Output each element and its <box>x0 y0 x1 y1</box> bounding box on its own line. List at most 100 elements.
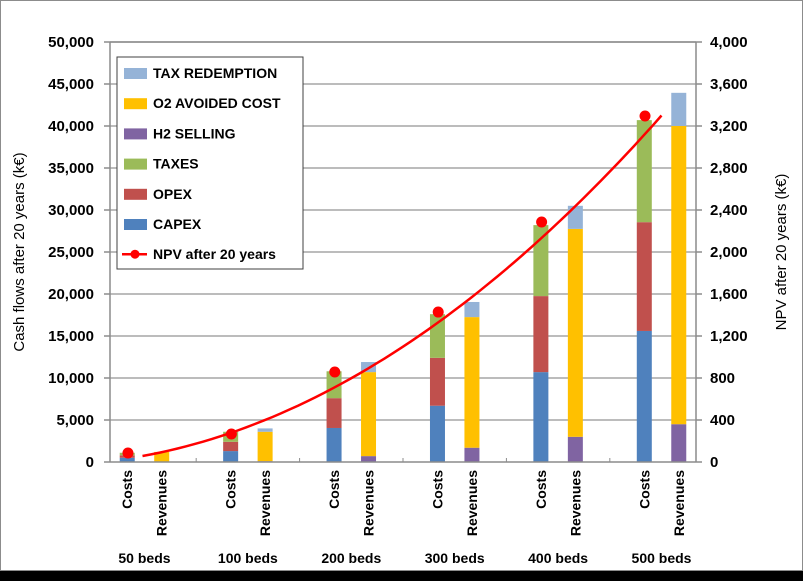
npv-point <box>536 216 548 228</box>
y2-tick-label: 0 <box>710 454 718 471</box>
bar-segment-opex <box>429 357 445 406</box>
legend-label: NPV after 20 years <box>153 246 276 262</box>
bar-segment-taxes <box>429 314 445 358</box>
legend-marker <box>130 249 140 259</box>
y-tick-label: 50,000 <box>48 34 94 51</box>
npv-line <box>122 110 663 459</box>
axes <box>104 41 702 463</box>
legend-label: TAXES <box>153 156 199 172</box>
y2-tick-label: 2,800 <box>710 160 748 177</box>
bar-category-label: Costs <box>533 470 549 509</box>
bar-segment-o2-avoided-cost <box>567 228 583 437</box>
bar-category-label: Costs <box>429 470 445 509</box>
bar-category-label: Revenues <box>464 470 480 536</box>
y-tick-label: 15,000 <box>48 328 94 345</box>
y2-tick-label: 4,000 <box>710 34 748 51</box>
bar-segment-taxes <box>533 225 549 297</box>
x-axis-labels: Costs Revenues 50 beds Costs Revenues 100 bed… <box>118 470 691 566</box>
y2-tick-label: 400 <box>710 412 735 429</box>
y-tick-label: 10,000 <box>48 370 94 387</box>
bar-category-label: Costs <box>223 470 239 509</box>
y-tick-label: 20,000 <box>48 286 94 303</box>
npv-point <box>432 306 444 318</box>
y-tick-label: 30,000 <box>48 202 94 219</box>
bar-category-label: Costs <box>326 470 342 509</box>
legend-swatch <box>124 68 147 79</box>
group-label: 100 beds <box>218 550 278 566</box>
group-label: 300 beds <box>425 550 485 566</box>
legend-label: CAPEX <box>153 216 202 232</box>
legend: TAX REDEMPTION O2 AVOIDED COST H2 SELLING T… <box>116 56 304 270</box>
y2-tick-label: 3,200 <box>710 118 748 135</box>
bar-segment-tax-redemption <box>567 205 583 229</box>
bar-segment-capex <box>326 427 342 462</box>
y-axis-ticks: 0 5,000 10,000 15,000 20,000 25,000 30,000 35,0… <box>48 34 94 471</box>
bar-category-label: Revenues <box>361 470 377 536</box>
y-tick-label: 25,000 <box>48 244 94 261</box>
bar-segment-opex <box>326 398 342 428</box>
bar-segment-o2-avoided-cost <box>257 431 273 462</box>
npv-point <box>329 366 341 378</box>
group-label: 500 beds <box>632 550 692 566</box>
group-label: 50 beds <box>118 550 170 566</box>
y2-tick-label: 3,600 <box>710 76 748 93</box>
bar-segment-opex <box>223 441 239 452</box>
npv-point <box>639 110 651 122</box>
y2-axis-title: NPV after 20 years (k€) <box>773 174 790 331</box>
legend-label: TAX REDEMPTION <box>153 65 277 81</box>
y-tick-label: 35,000 <box>48 160 94 177</box>
y-tick-label: 0 <box>86 454 94 471</box>
bottom-black-strip <box>0 571 803 581</box>
bar-category-label: Revenues <box>567 470 583 536</box>
bar-segment-o2-avoided-cost <box>464 317 480 448</box>
bar-segment-capex <box>533 372 549 462</box>
legend-swatch <box>124 158 147 170</box>
npv-point <box>225 428 237 440</box>
legend-swatch <box>124 188 147 200</box>
bar-segment-o2-avoided-cost <box>154 451 170 462</box>
y-tick-label: 5,000 <box>56 412 94 429</box>
bar-segment-tax-redemption <box>464 301 480 318</box>
bar-category-label: Revenues <box>257 470 273 536</box>
bar-segment-o2-avoided-cost <box>671 126 687 425</box>
bar-segment-capex <box>223 451 239 462</box>
bar-segment-taxes <box>326 371 342 399</box>
y2-tick-label: 1,200 <box>710 328 748 345</box>
legend-label: O2 AVOIDED COST <box>153 95 281 111</box>
y2-tick-label: 1,600 <box>710 286 748 303</box>
y2-axis-ticks: 0 400 800 1,200 1,600 2,000 2,400 2,800 3,200 3,6… <box>710 34 748 471</box>
legend-label: OPEX <box>153 186 193 202</box>
bar-segment-tax-redemption <box>671 92 687 126</box>
y2-tick-label: 2,000 <box>710 244 748 261</box>
legend-swatch <box>124 98 147 110</box>
bar-segment-capex <box>119 457 135 462</box>
y-tick-label: 45,000 <box>48 76 94 93</box>
bar-segment-h2-selling <box>671 424 687 462</box>
bar-segment-o2-avoided-cost <box>361 372 377 457</box>
legend-swatch <box>124 219 147 230</box>
npv-point <box>122 447 134 459</box>
bar-segment-capex <box>636 330 652 462</box>
group-label: 400 beds <box>528 550 588 566</box>
legend-label: H2 SELLING <box>153 125 236 141</box>
bar-segment-capex <box>429 405 445 462</box>
bar-segment-taxes <box>636 120 652 223</box>
bar-category-label: Revenues <box>671 470 687 536</box>
y-axis-title: Cash flows after 20 years (k€) <box>11 152 28 351</box>
bar-segment-opex <box>636 222 652 331</box>
bar-category-label: Costs <box>119 470 135 509</box>
bar-segment-h2-selling <box>464 447 480 462</box>
legend-swatch <box>124 128 147 140</box>
group-label: 200 beds <box>321 550 381 566</box>
y-tick-label: 40,000 <box>48 118 94 135</box>
bar-category-label: Revenues <box>154 470 170 536</box>
bar-category-label: Costs <box>636 470 652 509</box>
bar-segment-h2-selling <box>361 456 377 462</box>
y2-tick-label: 2,400 <box>710 202 748 219</box>
y2-tick-label: 800 <box>710 370 735 387</box>
legend-box <box>116 56 304 270</box>
bar-segment-h2-selling <box>567 436 583 462</box>
bar-segment-opex <box>533 296 549 373</box>
bar-segment-tax-redemption <box>257 428 273 432</box>
